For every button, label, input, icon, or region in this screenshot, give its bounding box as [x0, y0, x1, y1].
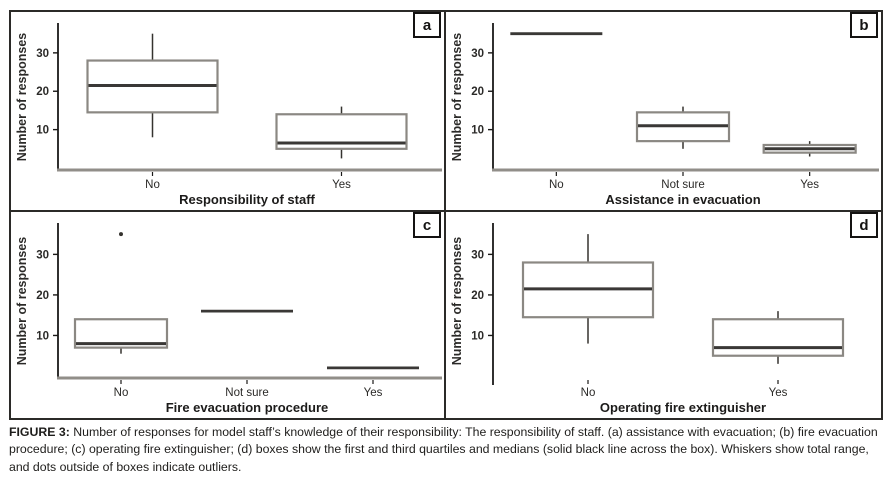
y-tick-label: 10	[471, 330, 484, 342]
y-tick-label: 20	[471, 290, 484, 302]
category-label: Yes	[332, 179, 351, 191]
y-tick-label: 30	[36, 249, 49, 261]
category-label: No	[549, 179, 564, 191]
x-axis-title: Assistance in evacuation	[605, 192, 760, 207]
y-tick-label: 20	[471, 86, 484, 98]
panel-letter-a: a	[413, 12, 441, 38]
boxplot-assistance-in-evacuation: 10 20 30 Number of responses No Not sure Yes As…	[446, 12, 881, 210]
y-axis-title: Number of responses	[15, 237, 29, 366]
category-label: No	[114, 387, 129, 399]
boxplot-svg: 10 20 30 Number of responses No Not sure Yes As…	[450, 23, 879, 207]
box	[711, 318, 845, 357]
y-axis-title: Number of responses	[450, 237, 464, 366]
x-axis-title: Operating fire extinguisher	[600, 400, 766, 415]
category-label: Yes	[769, 387, 788, 399]
panel-letter-c: c	[413, 212, 441, 238]
panel-d: 10 20 30 Number of responses No Yes Operating …	[446, 212, 881, 418]
category-label: No	[145, 179, 160, 191]
boxplot-responsibility-of-staff: 10 20 30 Number of responses No Yes Responsibi…	[11, 12, 444, 210]
panel-letter-b: b	[850, 12, 878, 38]
y-axis-title: Number of responses	[450, 33, 464, 162]
y-tick-label: 20	[36, 86, 49, 98]
boxplot-fire-evacuation-procedure: 10 20 30 Number of responses No Not sure Yes Fi…	[11, 212, 444, 418]
figure-caption: FIGURE 3: Number of responses for model …	[9, 424, 885, 476]
boxplot-svg: 10 20 30 Number of responses No YesOperating …	[450, 223, 845, 415]
x-axis-title: Fire evacuation procedure	[166, 400, 329, 415]
y-tick-label: 10	[36, 125, 49, 137]
category-label: Yes	[800, 179, 819, 191]
x-axis-title: Responsibility of staff	[179, 192, 315, 207]
y-tick-label: 10	[36, 330, 49, 342]
panel-a: 10 20 30 Number of responses No Yes Responsibi…	[11, 12, 446, 212]
y-tick-label: 10	[471, 125, 484, 137]
y-tick-label: 20	[36, 290, 49, 302]
y-tick-label: 30	[36, 48, 49, 60]
category-label: Not sure	[661, 179, 704, 191]
category-label: Not sure	[225, 387, 268, 399]
y-tick-label: 30	[471, 48, 484, 60]
boxplot-svg: 10 20 30 Number of responses No Not sure Yes Fi…	[15, 223, 442, 415]
category-label: No	[581, 387, 596, 399]
y-axis-title: Number of responses	[15, 33, 29, 162]
category-label: Yes	[364, 387, 383, 399]
figure-caption-label: FIGURE 3:	[9, 425, 70, 439]
figure-caption-text: Number of responses for model staff’s kn…	[9, 425, 878, 474]
panel-letter-d: d	[850, 212, 878, 238]
y-tick-label: 30	[471, 249, 484, 261]
panel-b: 10 20 30 Number of responses No Not sure Yes As…	[446, 12, 881, 212]
panel-c: 10 20 30 Number of responses No Not sure Yes Fi…	[11, 212, 446, 418]
outlier-dot	[119, 232, 123, 237]
boxplot-operating-fire-extinguisher: 10 20 30 Number of responses No Yes Operating …	[446, 212, 881, 418]
boxplot-svg: 10 20 30 Number of responses No Yes Responsibi…	[15, 23, 442, 207]
figure-3-panel-grid: 10 20 30 Number of responses No Yes Responsibi…	[9, 10, 883, 420]
